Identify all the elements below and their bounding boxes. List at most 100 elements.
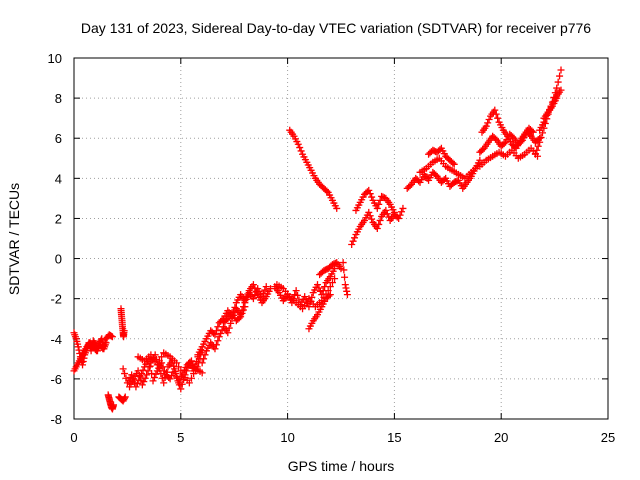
data-point xyxy=(553,94,561,102)
data-point xyxy=(239,306,247,314)
data-point xyxy=(556,72,564,80)
x-tick-label: 25 xyxy=(601,430,615,445)
series-climb-19-22h-c xyxy=(476,144,542,170)
data-point xyxy=(536,138,544,146)
y-tick-label: 10 xyxy=(48,51,62,66)
data-point xyxy=(235,314,243,322)
data-point xyxy=(373,224,381,232)
series-hump-17h xyxy=(425,144,458,168)
data-point xyxy=(242,295,250,303)
data-point xyxy=(168,372,176,380)
data-point xyxy=(144,367,152,375)
data-point xyxy=(174,377,182,385)
data-point xyxy=(155,357,163,365)
data-point xyxy=(192,358,200,366)
data-point xyxy=(554,78,562,86)
data-point xyxy=(365,186,373,194)
data-point xyxy=(99,345,107,353)
data-point xyxy=(476,156,484,164)
series-cluster-early-2 xyxy=(70,331,116,375)
plot-frame xyxy=(73,57,609,420)
data-point xyxy=(366,212,374,220)
data-point xyxy=(133,380,141,388)
data-point xyxy=(365,208,373,216)
data-point xyxy=(398,208,406,216)
data-point xyxy=(494,114,502,122)
data-point xyxy=(375,200,383,208)
data-point xyxy=(314,281,322,289)
data-point xyxy=(212,327,220,335)
x-axis-label: GPS time / hours xyxy=(288,458,395,474)
data-point xyxy=(340,266,348,274)
data-points xyxy=(70,66,565,413)
data-point xyxy=(185,379,193,387)
y-tick-label: 0 xyxy=(55,252,62,267)
data-point xyxy=(75,346,83,354)
data-point xyxy=(224,329,232,337)
data-point xyxy=(100,341,108,349)
y-tick-label: -6 xyxy=(50,372,62,387)
data-point xyxy=(132,383,140,391)
data-point xyxy=(396,211,404,219)
data-point xyxy=(349,237,357,245)
data-point xyxy=(342,284,350,292)
data-point xyxy=(121,393,129,401)
data-point xyxy=(241,303,249,311)
data-point xyxy=(249,295,257,303)
data-point xyxy=(341,273,349,281)
data-point xyxy=(249,281,257,289)
series-rise-6-8h xyxy=(194,281,275,359)
data-point xyxy=(366,190,374,198)
data-point xyxy=(175,363,183,371)
data-point xyxy=(134,367,142,375)
series-rise-16-19h-b xyxy=(416,154,482,182)
data-point xyxy=(262,283,270,291)
y-tick-label: 2 xyxy=(55,211,62,226)
data-point xyxy=(173,373,181,381)
data-point xyxy=(214,337,222,345)
data-point xyxy=(217,329,225,337)
data-point xyxy=(343,291,351,299)
data-point xyxy=(237,313,245,321)
data-point xyxy=(323,187,331,195)
data-point xyxy=(136,372,144,380)
x-tick-label: 10 xyxy=(280,430,294,445)
data-point xyxy=(390,208,398,216)
series-peak-22h-c xyxy=(540,94,561,122)
data-point xyxy=(177,385,185,393)
data-point xyxy=(178,380,186,388)
data-point xyxy=(211,331,219,339)
data-point xyxy=(227,319,235,327)
series-drop-11h xyxy=(305,291,334,333)
data-point xyxy=(108,333,116,341)
data-point xyxy=(177,367,185,375)
data-point xyxy=(138,381,146,389)
data-point xyxy=(238,309,246,317)
data-point xyxy=(158,353,166,361)
data-point xyxy=(160,379,168,387)
data-point xyxy=(212,341,220,349)
data-point xyxy=(136,373,144,381)
data-point xyxy=(331,265,339,273)
data-point xyxy=(485,116,493,124)
data-point xyxy=(166,375,174,383)
data-point xyxy=(449,159,457,167)
data-point xyxy=(375,220,383,228)
data-point xyxy=(201,351,209,359)
data-point xyxy=(348,241,356,249)
series-drop-1 xyxy=(104,391,118,413)
data-point xyxy=(373,204,381,212)
data-point xyxy=(341,281,349,289)
x-tick-label: 15 xyxy=(387,430,401,445)
axis-ticks: 0 5 10 15 20 25 -8 -6 -4 -2 0 2 4 6 8 10 xyxy=(48,51,616,445)
y-tick-label: -8 xyxy=(50,412,62,427)
data-point xyxy=(533,146,541,154)
series-isolated-12h xyxy=(339,259,351,299)
data-point xyxy=(529,128,537,136)
series-drift-10-12h xyxy=(286,126,341,212)
y-tick-label: 4 xyxy=(55,171,62,186)
series-spike-1 xyxy=(117,305,128,341)
data-point xyxy=(225,324,233,332)
data-point xyxy=(140,378,148,386)
data-point xyxy=(333,204,341,212)
